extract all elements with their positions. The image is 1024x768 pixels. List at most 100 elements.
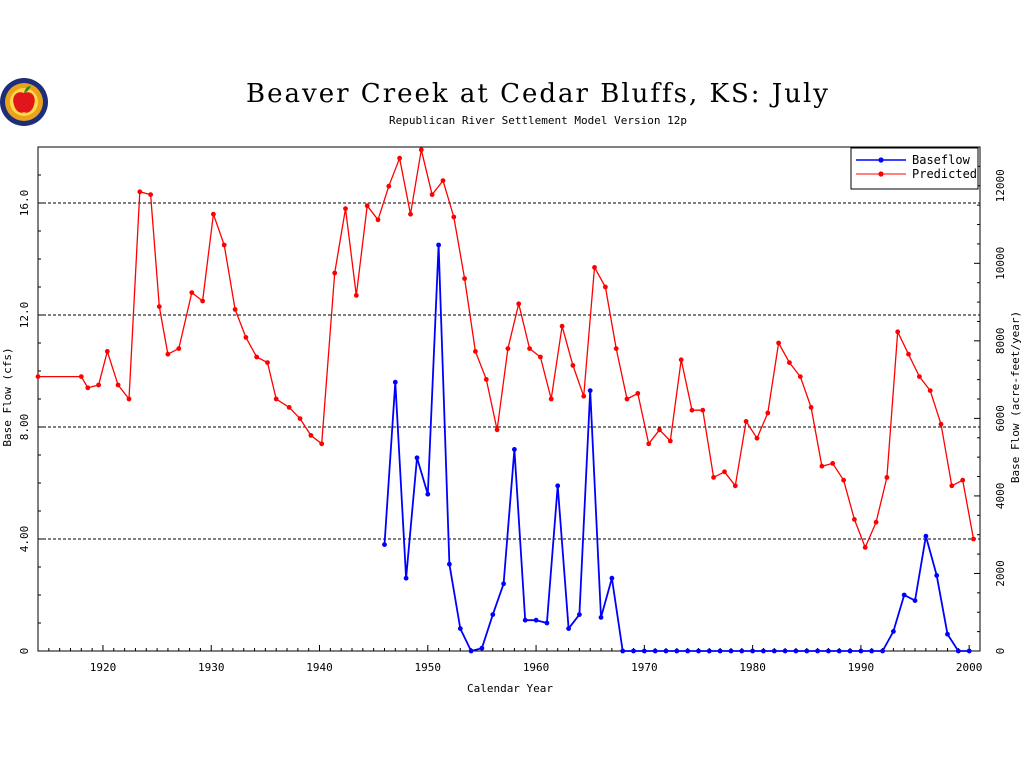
data-point xyxy=(392,379,398,385)
data-point xyxy=(949,483,955,489)
data-point xyxy=(308,433,314,438)
data-point xyxy=(148,192,154,198)
data-point xyxy=(544,620,550,626)
data-point xyxy=(200,298,206,304)
series-layer xyxy=(35,147,976,654)
data-point xyxy=(587,388,593,393)
data-point xyxy=(436,242,441,248)
data-point xyxy=(945,631,950,637)
data-point xyxy=(286,405,292,410)
data-point xyxy=(425,491,431,497)
data-point xyxy=(689,407,695,413)
x-tick-label: 1930 xyxy=(198,661,225,674)
y-axis-label: Base Flow (cfs) xyxy=(1,347,14,446)
data-point xyxy=(603,284,608,290)
data-point xyxy=(906,351,911,357)
data-point xyxy=(577,612,582,617)
data-point xyxy=(657,427,662,433)
data-point xyxy=(548,396,554,402)
data-point xyxy=(468,648,474,654)
data-point xyxy=(620,648,626,654)
data-point xyxy=(613,346,619,351)
data-point xyxy=(414,455,420,461)
data-point xyxy=(852,517,857,522)
y-right-tick-label: 8000 xyxy=(994,328,1007,355)
data-point xyxy=(156,304,162,309)
data-point xyxy=(232,307,238,312)
y-right-tick-label: 2000 xyxy=(994,560,1007,587)
data-point xyxy=(808,405,814,410)
data-point xyxy=(804,648,810,654)
y-right-tick-label: 4000 xyxy=(994,483,1007,510)
legend-box xyxy=(850,147,979,190)
data-point xyxy=(750,648,755,654)
data-point xyxy=(408,211,413,217)
data-point xyxy=(265,360,270,365)
data-point xyxy=(711,475,716,480)
data-point xyxy=(722,469,727,475)
data-point xyxy=(35,374,41,379)
data-point xyxy=(776,340,781,346)
data-point xyxy=(96,382,101,388)
data-point xyxy=(761,648,766,654)
data-point xyxy=(841,477,846,483)
series-baseflow xyxy=(382,242,972,654)
data-point xyxy=(483,377,489,382)
x-tick-label: 1960 xyxy=(523,661,550,674)
data-point xyxy=(473,349,478,354)
data-point xyxy=(685,648,691,654)
chart-subtitle: Republican River Settlement Model Versio… xyxy=(389,114,687,127)
data-point xyxy=(85,385,91,391)
y-tick-label: 16.0 xyxy=(18,190,31,217)
y-right-tick-label: 0 xyxy=(994,648,1007,655)
y-tick-label: 8.00 xyxy=(18,414,31,441)
data-point xyxy=(243,335,249,340)
data-point xyxy=(938,421,944,427)
data-point xyxy=(176,346,182,351)
data-point xyxy=(880,648,885,654)
x-tick-label: 1950 xyxy=(415,661,442,674)
data-point xyxy=(211,211,216,217)
data-point xyxy=(732,483,738,489)
data-point xyxy=(966,648,972,654)
data-point xyxy=(862,545,868,550)
legend-baseflow-marker xyxy=(878,157,884,163)
data-point xyxy=(739,648,745,654)
data-point xyxy=(403,575,409,581)
data-point xyxy=(782,648,788,654)
data-point xyxy=(533,617,539,623)
data-point xyxy=(386,183,392,189)
data-point xyxy=(273,396,279,402)
data-point xyxy=(570,363,576,368)
data-point xyxy=(663,648,669,654)
data-point xyxy=(418,147,424,153)
data-point xyxy=(527,346,532,351)
data-point xyxy=(706,648,712,654)
data-point xyxy=(700,407,706,413)
x-tick-label: 1990 xyxy=(848,661,875,674)
y-right-tick-label: 10000 xyxy=(994,247,1007,280)
data-point xyxy=(126,396,132,402)
data-point xyxy=(826,648,831,654)
data-point xyxy=(793,648,799,654)
data-point xyxy=(728,648,734,654)
data-point xyxy=(538,354,543,360)
data-point xyxy=(836,648,842,654)
chart-title: Beaver Creek at Cedar Bluffs, KS: July xyxy=(246,79,830,109)
axes: 0 4.00 8.00 12.0 16.0 0 2000 4000 6000 8000 10000 1… xyxy=(18,165,1007,674)
data-point xyxy=(566,626,571,631)
data-point xyxy=(858,648,864,654)
data-point xyxy=(397,155,402,161)
data-point xyxy=(332,270,338,276)
data-point xyxy=(221,242,227,248)
data-point xyxy=(447,561,452,567)
data-point xyxy=(440,178,446,184)
x-tick-label: 2000 xyxy=(956,661,983,674)
x-tick-label: 1920 xyxy=(90,661,117,674)
y-tick-label: 4.00 xyxy=(18,526,31,553)
data-point xyxy=(254,354,260,360)
data-point xyxy=(635,391,641,396)
data-point xyxy=(830,461,836,466)
data-point xyxy=(667,438,673,444)
